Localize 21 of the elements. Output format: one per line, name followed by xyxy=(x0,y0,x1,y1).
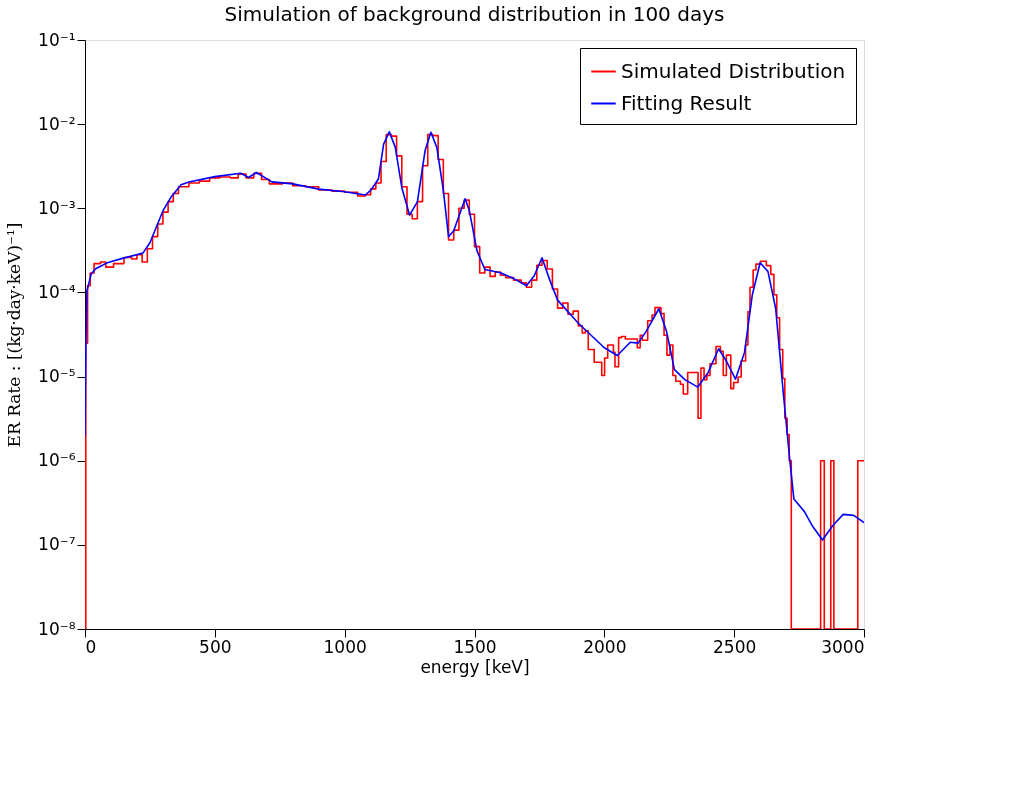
x-tick-label: 2500 xyxy=(713,636,757,657)
line-series xyxy=(85,131,864,541)
y-tick-label: 10⁻³ xyxy=(38,197,76,218)
y-tick-label: 10⁻⁶ xyxy=(38,450,76,471)
legend-label: Simulated Distribution xyxy=(621,58,846,83)
x-axis-title: energy [keV] xyxy=(420,656,530,677)
y-tick-label: 10⁻⁵ xyxy=(38,366,76,387)
x-tick-label: 0 xyxy=(85,636,97,657)
chart-title: Simulation of background distribution in 100 days xyxy=(224,2,725,26)
x-tick-label: 500 xyxy=(199,636,232,657)
x-tick-label: 3000 xyxy=(821,636,865,657)
y-tick-label: 10⁻⁸ xyxy=(38,618,76,639)
y-tick-label: 10⁻¹ xyxy=(38,29,76,50)
y-tick-label: 10⁻² xyxy=(38,113,76,134)
y-tick-label: 10⁻⁴ xyxy=(38,281,76,302)
x-tick-label: 1000 xyxy=(323,636,367,657)
x-tick-label: 2000 xyxy=(583,636,627,657)
x-tick-label: 1500 xyxy=(453,636,497,657)
y-axis-title: ER Rate : [(kg·day·keV)⁻¹] xyxy=(4,222,25,448)
y-tick-label: 10⁻⁷ xyxy=(38,534,76,555)
legend-label: Fitting Result xyxy=(621,90,752,115)
